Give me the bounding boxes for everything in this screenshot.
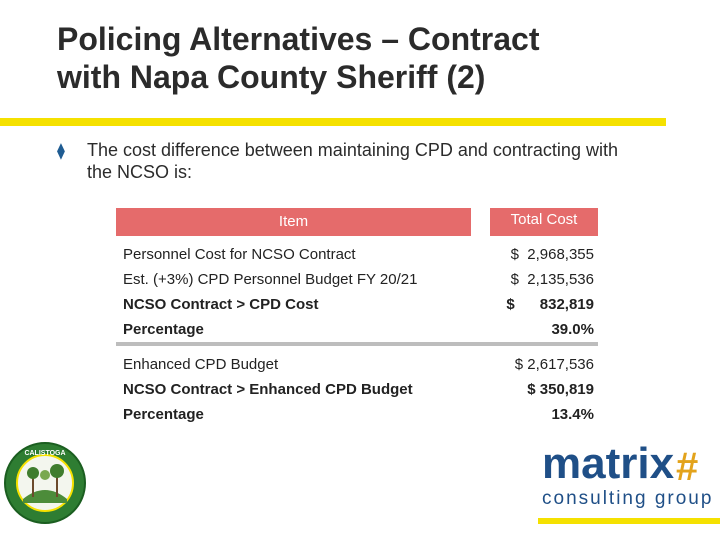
column-header-item: Item	[116, 208, 471, 236]
row-label: Percentage	[123, 406, 204, 423]
slide-title-line-2: with Napa County Sheriff (2)	[57, 59, 486, 95]
table-row: Enhanced CPD Budget $ 2,617,536	[116, 352, 604, 377]
table-row: NCSO Contract > CPD Cost $ 832,819	[116, 292, 604, 317]
table-row: Percentage 13.4%	[116, 402, 604, 427]
city-seal-logo: CALISTOGA	[3, 441, 87, 525]
row-label: Percentage	[123, 321, 204, 338]
table-row: NCSO Contract > Enhanced CPD Budget $ 35…	[116, 377, 604, 402]
table-row: Est. (+3%) CPD Personnel Budget FY 20/21…	[116, 267, 604, 292]
row-label: NCSO Contract > CPD Cost	[123, 296, 319, 313]
bullet-text-line-2: the NCSO is:	[87, 162, 193, 182]
logo-wordmark: matrix	[542, 439, 675, 488]
row-label: Est. (+3%) CPD Personnel Budget FY 20/21	[123, 271, 418, 288]
bullet-text-line-1: The cost difference between maintaining …	[87, 140, 618, 160]
bullet-point: ⧫ The cost difference between maintainin…	[57, 139, 697, 183]
table-separator	[116, 342, 598, 346]
seal-lettering: CALISTOGA	[24, 450, 65, 457]
logo-underline-bar	[538, 518, 720, 524]
logo-hash-mark-icon: #	[676, 445, 699, 489]
row-label: Enhanced CPD Budget	[123, 356, 279, 373]
slide-title-line-1: Policing Alternatives – Contract	[57, 21, 540, 57]
row-value: $ 2,135,536	[510, 271, 594, 288]
cost-comparison-table: Item Total Cost Personnel Cost for NCSO …	[116, 208, 604, 427]
logo-tagline: consulting group	[542, 488, 714, 509]
row-value: 13.4%	[551, 406, 594, 423]
row-value: $ 832,819	[506, 296, 594, 313]
column-header-total-cost: Total Cost	[490, 208, 598, 236]
slide-title: Policing Alternatives – Contract with Na…	[57, 20, 697, 96]
row-value: 39.0%	[551, 321, 594, 338]
row-value: $ 2,617,536	[514, 356, 594, 373]
seal-icon: CALISTOGA	[4, 442, 86, 524]
title-underline-bar	[0, 118, 666, 126]
table-row: Percentage 39.0%	[116, 317, 604, 342]
bullet-text: The cost difference between maintaining …	[57, 139, 697, 183]
table-header-row: Item Total Cost	[116, 208, 604, 236]
diamond-bullet-icon: ⧫	[57, 143, 65, 160]
row-label: NCSO Contract > Enhanced CPD Budget	[123, 381, 413, 398]
row-label: Personnel Cost for NCSO Contract	[123, 246, 356, 263]
table-row: Personnel Cost for NCSO Contract $ 2,968…	[116, 242, 604, 267]
row-value: $ 2,968,355	[510, 246, 594, 263]
row-value: $ 350,819	[527, 381, 594, 398]
matrix-consulting-logo: matrix # consulting group	[538, 438, 720, 538]
